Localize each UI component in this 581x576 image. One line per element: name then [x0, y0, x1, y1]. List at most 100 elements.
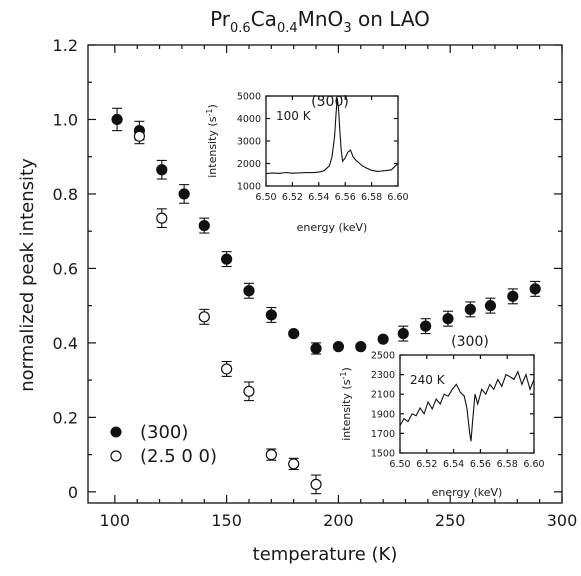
x-axis-label: temperature (K): [253, 544, 398, 565]
inset-y-tick-label: 3000: [237, 137, 261, 148]
inset-240k-y-label-sup: -1: [339, 372, 348, 380]
legend: (300) (2.5 0 0): [110, 422, 217, 467]
title-suffix: on LAO: [352, 7, 430, 31]
inset-x-tick-label: 6.58: [497, 459, 518, 470]
data-point-300: [442, 313, 454, 325]
data-point-2p5: [221, 363, 233, 375]
inset-100k-x-label: energy (keV): [297, 221, 368, 234]
y-tick-label: 1.0: [53, 110, 78, 129]
plot-frame: [87, 44, 563, 504]
data-point-300: [507, 290, 519, 302]
inset-100k-ticks: 6.50 6.52 6.54 6.56 6.58 6.60 1000 2000 3000 4000…: [237, 92, 409, 204]
chart-title: Pr0.6Ca0.4MnO3 on LAO: [210, 7, 430, 36]
data-point-300: [529, 283, 541, 295]
inset-240k-title: (300): [451, 334, 489, 350]
y-tick-label: 0.2: [53, 408, 78, 427]
data-point-300: [397, 327, 409, 340]
title-sub-pr: 0.6: [230, 21, 251, 36]
data-point-300: [288, 327, 300, 340]
inset-x-tick-label: 6.54: [308, 192, 329, 203]
data-point-2p5: [198, 311, 210, 323]
inset-y-tick-label: 2500: [371, 351, 395, 362]
inset-100k-y-label-base: intensity (s: [206, 116, 219, 177]
inset-x-tick-label: 6.50: [255, 192, 276, 203]
title-part-ca: Ca: [251, 7, 277, 31]
data-point-300: [464, 303, 476, 315]
y-axis-label: normalized peak intensity: [17, 158, 38, 392]
data-point-300: [111, 113, 123, 126]
inset-100k: (300) 100 K 6.50 6.52 6.54 6.56 6.58 6.60 1000…: [205, 92, 409, 235]
data-point-2p5: [310, 478, 322, 490]
inset-x-tick-label: 6.60: [523, 459, 544, 470]
legend-label-2p5: (2.5 0 0): [140, 446, 217, 467]
data-point-300: [420, 320, 432, 332]
main-data-points: [111, 107, 541, 495]
y-tick-label: 0: [68, 483, 78, 502]
inset-x-tick-label: 6.56: [470, 459, 491, 470]
data-point-2p5: [265, 448, 277, 461]
inset-240k-y-label-suffix: ): [340, 367, 353, 371]
inset-x-tick-label: 6.56: [335, 192, 356, 203]
inset-240k-x-label: energy (keV): [432, 486, 503, 499]
inset-x-tick-label: 6.60: [387, 192, 408, 203]
data-point-300: [332, 341, 345, 353]
inset-y-tick-label: 2100: [371, 390, 395, 401]
inset-x-tick-label: 6.52: [282, 192, 303, 203]
y-tick-label: 0.4: [53, 334, 78, 353]
y-tick-label: 0.8: [53, 185, 78, 204]
inset-100k-spectrum-line: [265, 98, 399, 175]
data-point-300: [178, 188, 190, 200]
inset-100k-y-label: intensity (s-1): [205, 104, 219, 178]
inset-x-tick-label: 6.50: [389, 459, 410, 470]
data-point-300: [377, 333, 389, 345]
data-point-2p5: [156, 212, 168, 224]
y-tick-label: 0.6: [53, 259, 78, 278]
x-tick-label: 200: [323, 511, 354, 530]
data-point-2p5: [133, 130, 146, 142]
title-sub-mno: 3: [343, 21, 351, 36]
data-point-2p5: [288, 458, 300, 470]
data-point-300: [221, 253, 233, 265]
data-point-300: [355, 341, 367, 353]
title-sub-ca: 0.4: [277, 21, 298, 36]
inset-240k-y-label-base: intensity (s: [340, 379, 353, 440]
data-point-2p5: [243, 385, 255, 397]
data-point-300: [265, 309, 277, 321]
x-tick-label: 150: [211, 511, 242, 530]
data-point-300: [484, 300, 497, 312]
inset-y-tick-label: 4000: [237, 114, 261, 125]
title-part-mno: MnO: [298, 7, 344, 31]
inset-x-tick-label: 6.54: [443, 459, 464, 470]
inset-x-tick-label: 6.58: [361, 192, 382, 203]
inset-240k-annotation: 240 K: [410, 373, 446, 387]
data-point-300: [243, 285, 255, 297]
inset-240k-frame: [399, 354, 535, 454]
inset-100k-y-label-suffix: ): [206, 104, 219, 108]
inset-240k-ticks: 6.50 6.52 6.54 6.56 6.58 6.60 1500 1700 1900 2100…: [371, 351, 545, 471]
y-tick-label: 1.2: [53, 36, 78, 55]
legend-marker-300: [110, 426, 122, 438]
x-tick-label: 100: [100, 511, 131, 530]
inset-y-tick-label: 1900: [371, 409, 395, 420]
data-point-300: [156, 164, 168, 176]
inset-100k-annotation: 100 K: [276, 109, 312, 123]
inset-y-tick-label: 1000: [237, 182, 261, 193]
inset-100k-title: (300): [311, 94, 349, 110]
inset-y-tick-label: 2300: [371, 370, 395, 381]
inset-y-tick-label: 1700: [371, 429, 395, 440]
x-tick-label: 250: [435, 511, 466, 530]
inset-y-tick-label: 5000: [237, 92, 261, 103]
legend-label-300: (300): [140, 422, 188, 443]
inset-y-tick-label: 1500: [371, 449, 395, 460]
inset-240k: (300) 240 K 6.50 6.52 6.54 6.56 6.58 6.60 1500…: [339, 334, 545, 499]
title-part-pr: Pr: [210, 7, 231, 31]
inset-240k-y-label: intensity (s-1): [339, 367, 353, 441]
legend-marker-2p5: [110, 450, 122, 462]
x-tick-label: 300: [547, 511, 578, 530]
inset-y-tick-label: 2000: [237, 159, 261, 170]
inset-100k-y-label-sup: -1: [205, 109, 214, 117]
data-point-300: [198, 219, 210, 232]
inset-240k-spectrum-line: [399, 370, 535, 442]
